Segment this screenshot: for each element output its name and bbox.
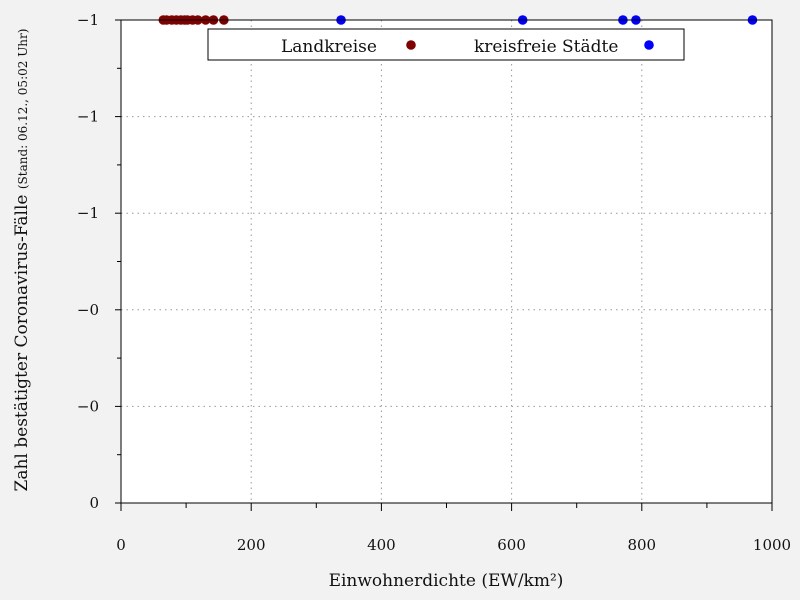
y-tick-label: 0 (89, 494, 99, 512)
legend-marker-kreisfreie-staedte (644, 40, 654, 50)
y-tick-label: −0 (77, 301, 99, 319)
y-axis-title: Zahl bestätigter Coronavirus-Fälle (Stan… (12, 29, 32, 492)
legend-label-landkreise: Landkreise (281, 37, 377, 57)
x-tick-label: 1000 (753, 536, 791, 554)
axes: 0 200 400 600 800 1000 0 −0 −0 −1 −1 −1 (77, 11, 791, 554)
y-tick-label: −0 (77, 397, 99, 415)
y-axis-title-main: Zahl bestätigter Coronavirus-Fälle (12, 195, 32, 492)
legend-box (207, 28, 685, 61)
x-tick-label: 200 (237, 536, 266, 554)
legend: Landkreise kreisfreie Städte (207, 28, 685, 61)
plot-area (121, 20, 772, 503)
x-tick-label: 800 (627, 536, 656, 554)
y-tick-label: −1 (77, 11, 99, 29)
legend-label-kreisfreie-staedte: kreisfreie Städte (474, 37, 618, 57)
y-axis-title-note: (Stand: 06.12., 05:02 Uhr) (16, 29, 30, 190)
plot-frame (120, 19, 773, 504)
legend-marker-landkreise (406, 40, 416, 50)
grid (121, 20, 772, 503)
y-tick-label: −1 (77, 204, 99, 222)
x-axis-title: Einwohnerdichte (EW/km²) (329, 571, 564, 591)
x-tick-label: 600 (497, 536, 526, 554)
y-tick-label: −1 (77, 108, 99, 126)
x-tick-label: 0 (116, 536, 126, 554)
x-tick-label: 400 (367, 536, 396, 554)
